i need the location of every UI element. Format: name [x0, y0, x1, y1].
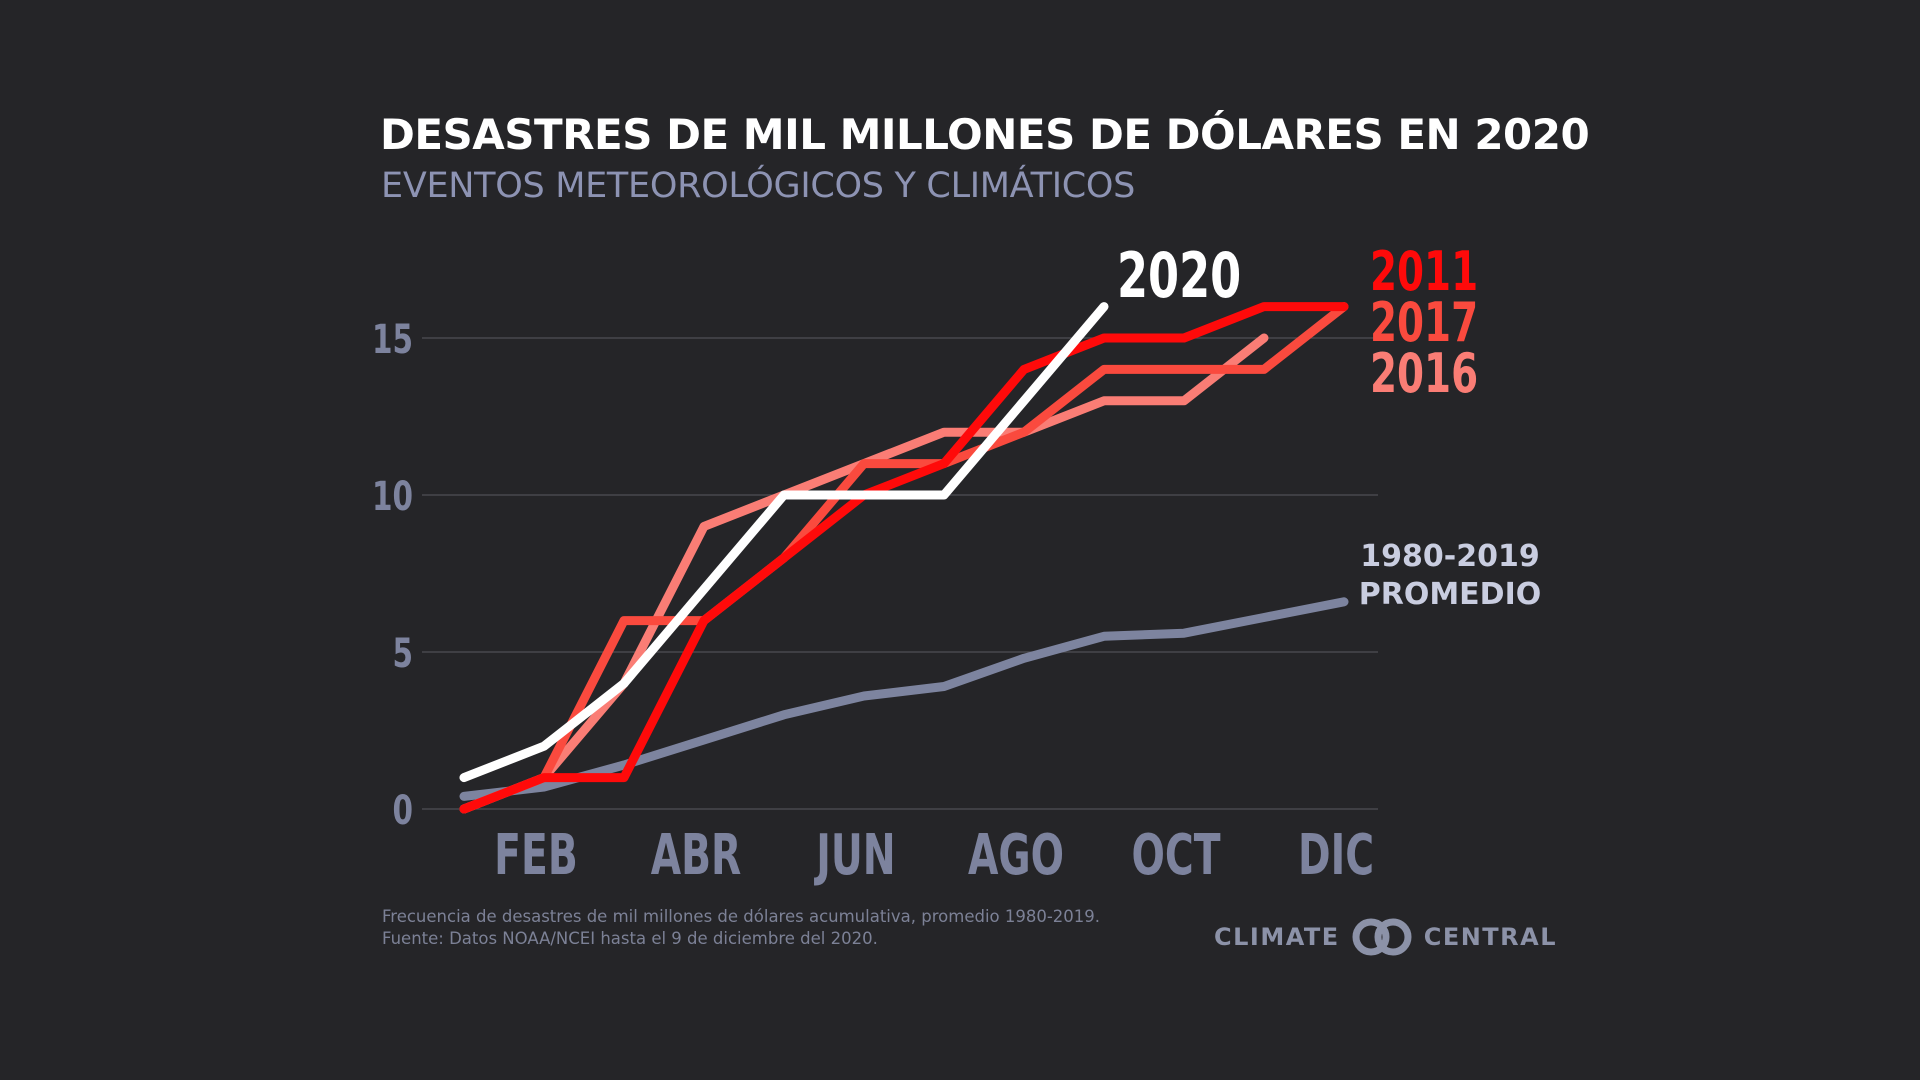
brand-word-climate: CLIMATE — [1214, 923, 1340, 951]
x-tick-label-feb: FEB — [494, 822, 578, 888]
brand-word-central: CENTRAL — [1423, 923, 1558, 951]
chart-title: DESASTRES DE MIL MILLONES DE DÓLARES EN … — [380, 110, 1590, 159]
y-tick-label-15: 15 — [372, 316, 413, 363]
x-tick-label-oct: OCT — [1131, 822, 1220, 888]
series-line-2017 — [459, 302, 1349, 814]
series-label-2016: 2016 — [1370, 342, 1478, 405]
series-line-2011 — [459, 302, 1349, 814]
series-line-1980-2019-promedio — [459, 597, 1349, 801]
climate-central-logo: CLIMATE CENTRAL — [1214, 917, 1557, 957]
footnote-line-2: Fuente: Datos NOAA/NCEI hasta el 9 de di… — [382, 929, 878, 948]
interlocking-rings-icon — [1352, 918, 1412, 956]
y-tick-label-0: 0 — [392, 787, 413, 834]
x-tick-label-jun: JUN — [814, 822, 896, 888]
series-lines — [459, 302, 1349, 814]
y-tick-label-5: 5 — [392, 630, 413, 677]
series-line-2016 — [459, 333, 1269, 814]
series-label-2020: 2020 — [1117, 241, 1241, 313]
series-line-2020 — [459, 302, 1109, 783]
x-tick-label-ago: AGO — [968, 822, 1064, 888]
series-label-average-line-2: PROMEDIO — [1359, 577, 1542, 612]
series-label-2011: 2011 — [1370, 240, 1478, 303]
x-axis-ticks: FEB ABR JUN AGO OCT DIC — [494, 822, 1374, 888]
x-tick-label-dic: DIC — [1298, 822, 1374, 888]
chart-subtitle: EVENTOS METEOROLÓGICOS Y CLIMÁTICOS — [381, 166, 1136, 206]
footnote-line-1: Frecuencia de desastres de mil millones … — [382, 907, 1101, 926]
series-label-2017: 2017 — [1370, 291, 1478, 354]
series-label-average-line-1: 1980-2019 — [1360, 539, 1539, 574]
footnote: Frecuencia de desastres de mil millones … — [382, 906, 1100, 950]
y-tick-label-10: 10 — [372, 473, 413, 520]
y-axis-ticks: 0 5 10 15 — [372, 316, 413, 834]
x-tick-label-abr: ABR — [651, 822, 742, 888]
